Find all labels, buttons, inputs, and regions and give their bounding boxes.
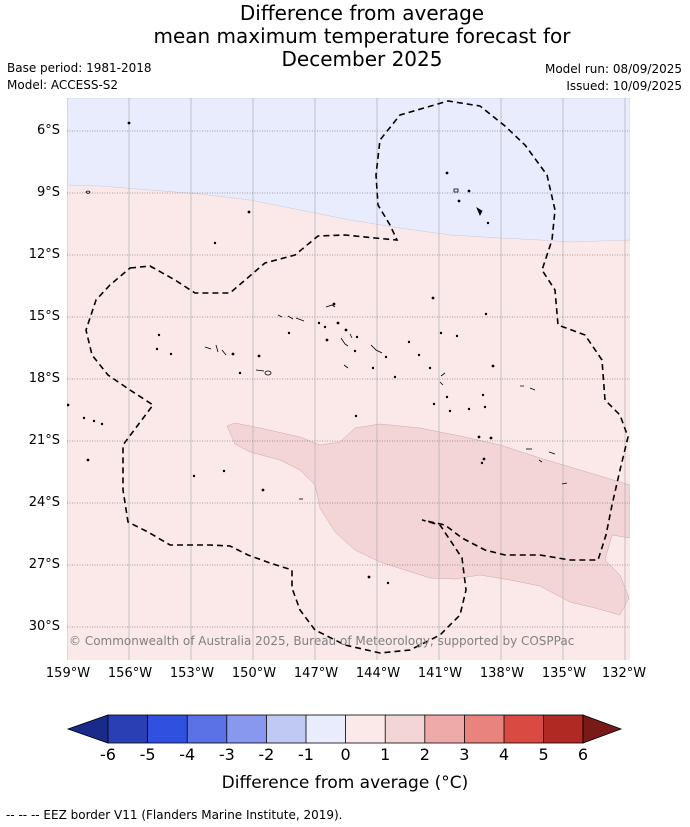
map-panel [67, 98, 630, 660]
title-line-1: Difference from average [239, 1, 485, 25]
lat-label-30s: 30°S [28, 619, 60, 634]
lat-label-18s: 18°S [28, 371, 60, 386]
lat-label-24s: 24°S [28, 495, 60, 510]
title-line-3: December 2025 [281, 47, 443, 71]
lat-label-27s: 27°S [28, 557, 60, 572]
base-period: Base period: 1981-2018 [7, 61, 152, 75]
issued-date: Issued: 10/09/2025 [566, 79, 682, 93]
colorbar-tick: 5 [538, 745, 549, 764]
colorbar-tick: -5 [139, 745, 156, 764]
colorbar-tick: 6 [577, 745, 589, 764]
model-info: Base period: 1981-2018 Model: ACCESS-S2 [7, 60, 152, 94]
colorbar-tick: 4 [498, 745, 510, 764]
lon-label-135w: 135°W [541, 666, 587, 681]
lat-label-21s: 21°S [28, 433, 60, 448]
lat-label-15s: 15°S [28, 309, 60, 324]
copyright-notice: © Commonwealth of Australia 2025, Bureau… [69, 634, 575, 648]
colorbar-label: Difference from average (°C) [221, 773, 469, 793]
colorbar-tick: 2 [419, 745, 430, 764]
lat-label-12s: 12°S [28, 247, 60, 262]
colorbar-tick: -2 [258, 745, 275, 764]
map-title: Difference from average mean maximum tem… [0, 2, 690, 71]
region-minus1-to-0 [67, 98, 630, 243]
model-name: Model: ACCESS-S2 [7, 78, 119, 92]
colorbar-tick: 0 [340, 745, 351, 764]
lon-label-150w: 150°W [231, 666, 277, 681]
eez-footnote: -- -- -- EEZ border V11 (Flanders Marine… [6, 808, 343, 822]
lon-label-147w: 147°W [293, 666, 339, 681]
colorbar-high-extend [582, 714, 623, 744]
colorbar-low-extend [66, 714, 109, 744]
model-run: Model run: 08/09/2025 [544, 62, 682, 76]
lon-label-132w: 132°W [601, 666, 647, 681]
run-info: Model run: 08/09/2025 Issued: 10/09/2025 [545, 61, 682, 95]
colorbar [66, 714, 623, 744]
eez-border [85, 100, 629, 654]
lat-label-9s: 9°S [36, 185, 60, 200]
colorbar-tick: -4 [179, 745, 196, 764]
colorbar-tick: 1 [380, 745, 391, 764]
colorbar-tick: 3 [459, 745, 470, 764]
lon-label-156w: 156°W [107, 666, 153, 681]
islands [67, 121, 568, 585]
lon-label-138w: 138°W [479, 666, 525, 681]
colorbar-tick: -3 [218, 745, 235, 764]
lon-label-153w: 153°W [169, 666, 215, 681]
title-line-2: mean maximum temperature forecast for [153, 24, 571, 48]
colorbar-tick: -1 [298, 745, 314, 764]
region-1-to-2 [226, 422, 630, 616]
lon-label-144w: 144°W [355, 666, 401, 681]
colorbar-tick: -6 [100, 745, 116, 764]
lon-label-141w: 141°W [417, 666, 463, 681]
lon-label-159w: 159°W [45, 666, 91, 681]
lat-label-6s: 6°S [36, 123, 60, 138]
